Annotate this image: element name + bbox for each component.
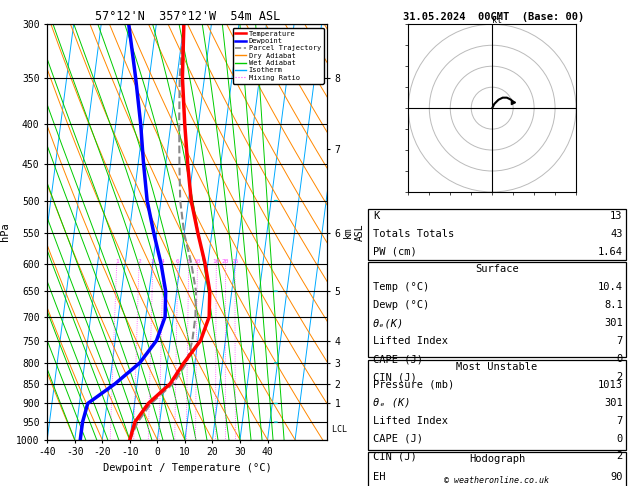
Text: 10.4: 10.4 (598, 282, 623, 293)
Text: 1.64: 1.64 (598, 247, 623, 257)
Text: PW (cm): PW (cm) (373, 247, 417, 257)
Text: Surface: Surface (475, 264, 519, 275)
Text: EH: EH (373, 472, 386, 482)
Text: Lifted Index: Lifted Index (373, 416, 448, 426)
Text: 0: 0 (616, 434, 623, 444)
Text: Dewp (°C): Dewp (°C) (373, 300, 429, 311)
Legend: Temperature, Dewpoint, Parcel Trajectory, Dry Adiabat, Wet Adiabat, Isotherm, Mi: Temperature, Dewpoint, Parcel Trajectory… (233, 28, 323, 84)
Text: Temp (°C): Temp (°C) (373, 282, 429, 293)
Text: 3: 3 (151, 259, 155, 263)
Text: 2: 2 (616, 451, 623, 462)
X-axis label: kt: kt (493, 16, 502, 25)
Text: 31.05.2024  00GMT  (Base: 00): 31.05.2024 00GMT (Base: 00) (403, 12, 584, 22)
Text: 1: 1 (115, 259, 119, 263)
Text: 25: 25 (231, 259, 239, 263)
Text: Totals Totals: Totals Totals (373, 229, 454, 239)
Text: θₑ(K): θₑ(K) (373, 318, 404, 329)
Text: © weatheronline.co.uk: © weatheronline.co.uk (445, 476, 549, 485)
Text: 301: 301 (604, 318, 623, 329)
Text: 4: 4 (161, 259, 165, 263)
Text: 8: 8 (187, 259, 191, 263)
Text: Lifted Index: Lifted Index (373, 336, 448, 347)
Text: Hodograph: Hodograph (469, 454, 525, 464)
Text: CIN (J): CIN (J) (373, 372, 417, 382)
Y-axis label: km
ASL: km ASL (343, 223, 365, 241)
Text: θₑ (K): θₑ (K) (373, 398, 411, 408)
Text: LCL: LCL (327, 425, 347, 434)
Text: 43: 43 (610, 229, 623, 239)
Text: K: K (373, 211, 379, 221)
Text: 13: 13 (610, 211, 623, 221)
Text: CAPE (J): CAPE (J) (373, 434, 423, 444)
Text: CIN (J): CIN (J) (373, 451, 417, 462)
Text: 7: 7 (616, 416, 623, 426)
Text: 1013: 1013 (598, 380, 623, 390)
Y-axis label: hPa: hPa (1, 223, 11, 242)
Text: 20: 20 (222, 259, 230, 263)
Text: 10: 10 (194, 259, 201, 263)
X-axis label: Dewpoint / Temperature (°C): Dewpoint / Temperature (°C) (103, 463, 272, 473)
Text: 0: 0 (616, 354, 623, 364)
Title: 57°12'N  357°12'W  54m ASL: 57°12'N 357°12'W 54m ASL (94, 10, 280, 23)
Text: 7: 7 (616, 336, 623, 347)
Text: CAPE (J): CAPE (J) (373, 354, 423, 364)
Text: 301: 301 (604, 398, 623, 408)
Text: 90: 90 (610, 472, 623, 482)
Text: 6: 6 (176, 259, 180, 263)
Text: Pressure (mb): Pressure (mb) (373, 380, 454, 390)
Text: 8.1: 8.1 (604, 300, 623, 311)
Text: Most Unstable: Most Unstable (456, 362, 538, 372)
Text: 2: 2 (137, 259, 141, 263)
Text: 2: 2 (616, 372, 623, 382)
Text: 16: 16 (213, 259, 220, 263)
